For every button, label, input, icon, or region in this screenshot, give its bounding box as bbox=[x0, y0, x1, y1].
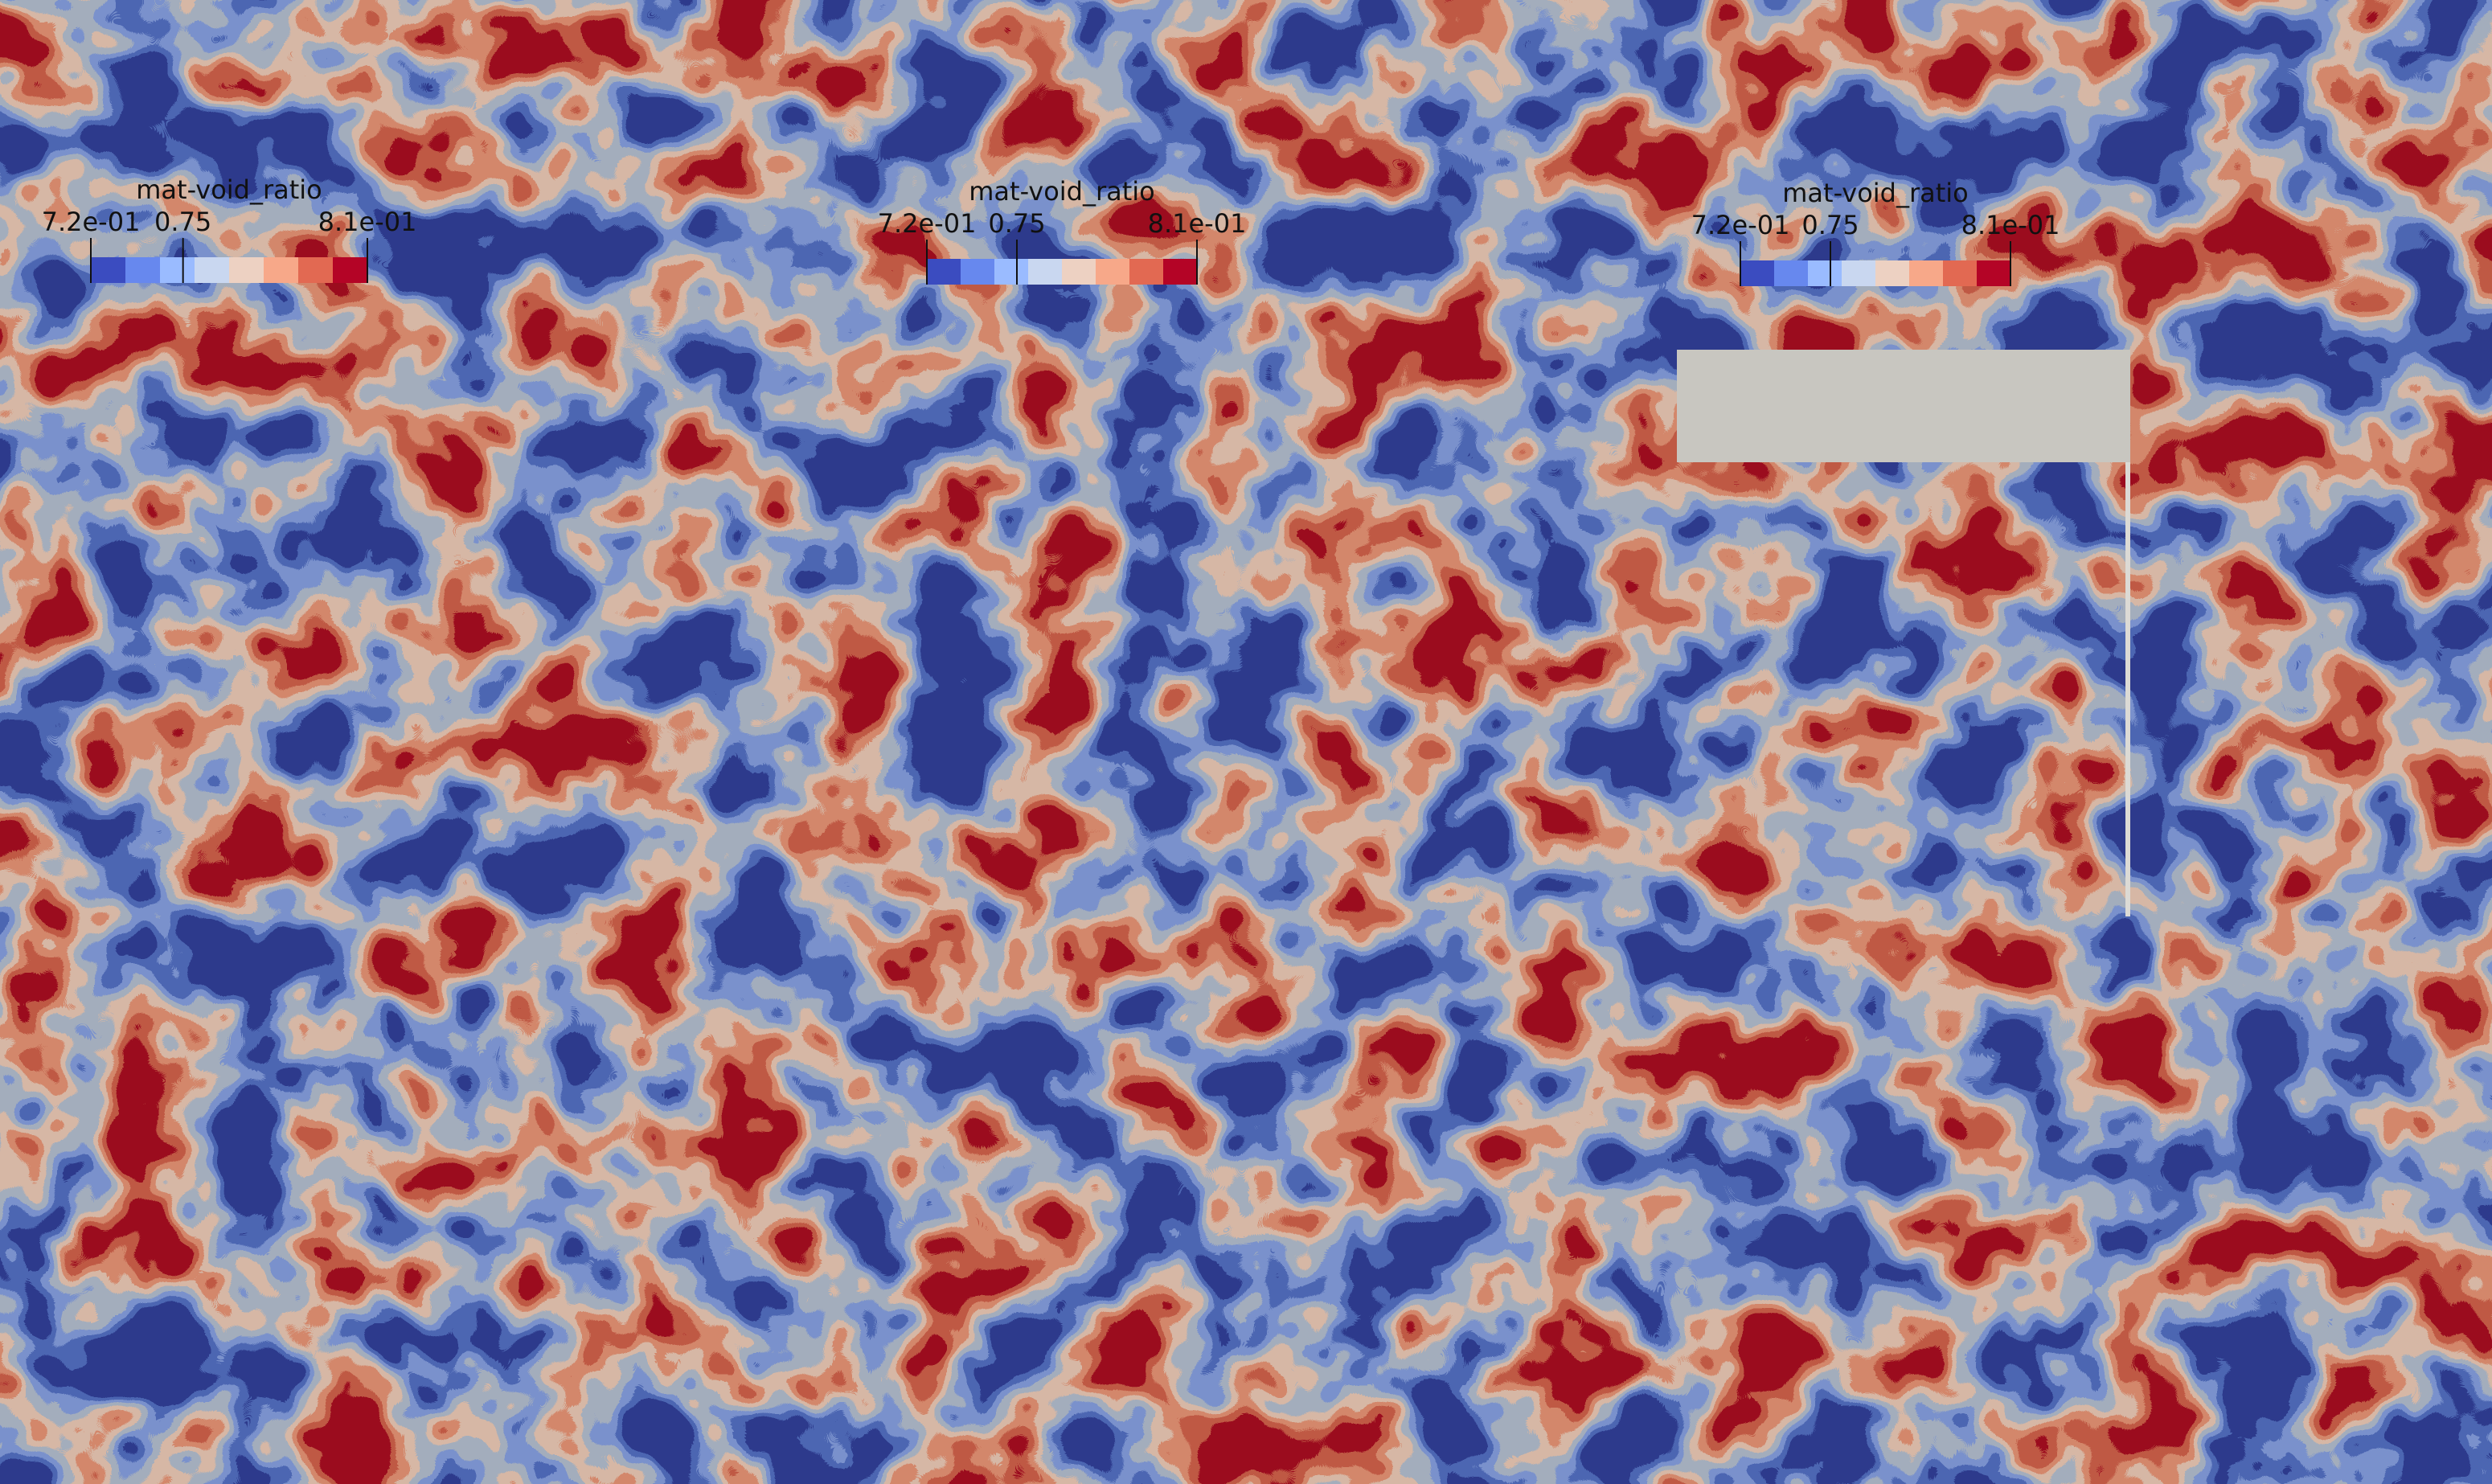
footing bbox=[16, 350, 470, 462]
legend-swatch bbox=[961, 259, 995, 285]
contour-field bbox=[1677, 462, 2492, 1484]
legend-swatch bbox=[125, 257, 161, 283]
legend-swatch bbox=[1028, 259, 1063, 285]
legend-swatch bbox=[927, 259, 961, 285]
legend-tick-label: 8.1e-01 bbox=[1961, 210, 2060, 240]
footing bbox=[1677, 350, 2130, 462]
legend-swatch bbox=[1129, 259, 1164, 285]
legend-tick-label: 8.1e-01 bbox=[318, 207, 417, 237]
mesh-overlay bbox=[16, 462, 841, 1484]
contour-field bbox=[852, 462, 1667, 1484]
legend-swatch bbox=[160, 257, 195, 283]
legend-tick-label: 0.75 bbox=[1801, 210, 1859, 240]
legend-swatch bbox=[1740, 260, 1775, 286]
legend-swatch bbox=[1163, 259, 1198, 285]
legend-swatch bbox=[264, 257, 299, 283]
footing bbox=[852, 350, 1305, 462]
legend-swatch bbox=[1909, 260, 1944, 286]
legend-swatch bbox=[91, 257, 126, 283]
legend-swatch bbox=[298, 257, 334, 283]
legend-swatch bbox=[1977, 260, 2011, 286]
legend-title: mat-void_ratio bbox=[969, 176, 1155, 207]
legend-tick-label: 0.75 bbox=[988, 208, 1045, 239]
legend-swatch bbox=[333, 257, 368, 283]
legend-swatch bbox=[1875, 260, 1910, 286]
legend-swatch bbox=[1943, 260, 1978, 286]
legend-swatch bbox=[1062, 259, 1096, 285]
legend-swatch bbox=[1808, 260, 1842, 286]
legend-tick-label: 0.75 bbox=[154, 207, 211, 237]
legend-swatch bbox=[1774, 260, 1809, 286]
wall bbox=[2125, 462, 2130, 916]
legend-tick-label: 7.2e-01 bbox=[42, 207, 141, 237]
wall bbox=[468, 462, 473, 916]
legend-swatch bbox=[195, 257, 230, 283]
legend-swatch bbox=[994, 259, 1029, 285]
legend-title: mat-void_ratio bbox=[136, 174, 322, 205]
legend-swatch bbox=[1096, 259, 1130, 285]
legend-tick-label: 7.2e-01 bbox=[1691, 210, 1790, 240]
legend-tick-label: 8.1e-01 bbox=[1148, 208, 1247, 239]
legend-swatch bbox=[229, 257, 264, 283]
legend-title: mat-void_ratio bbox=[1782, 178, 1969, 208]
legend-swatch bbox=[1842, 260, 1876, 286]
legend-tick-label: 7.2e-01 bbox=[878, 208, 977, 239]
wall bbox=[1300, 462, 1305, 916]
